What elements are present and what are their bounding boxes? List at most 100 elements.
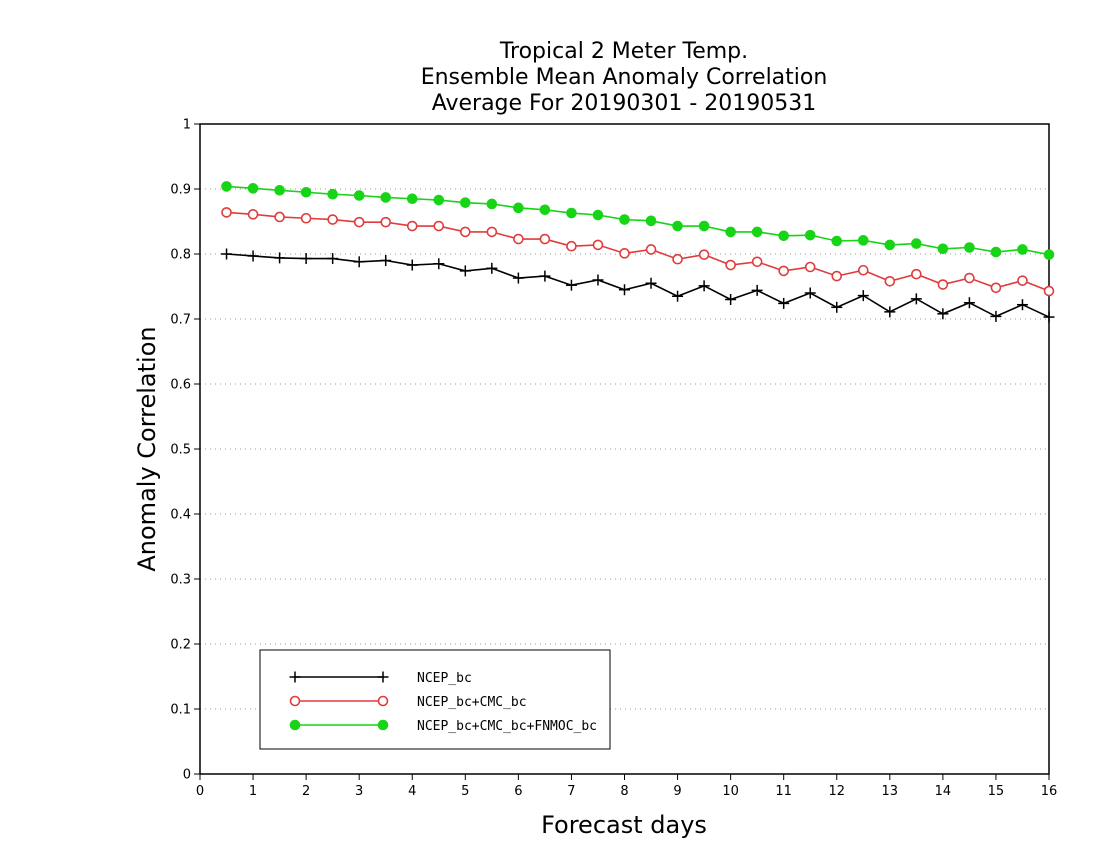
- x-tick-label: 13: [882, 784, 899, 799]
- data-point: [566, 207, 577, 219]
- legend-marker-right: [377, 719, 389, 731]
- data-point: [990, 310, 1002, 322]
- data-point: [486, 198, 498, 210]
- legend-marker-left: [289, 695, 301, 707]
- data-point: [751, 284, 763, 296]
- data-point: [619, 248, 630, 259]
- x-tick-label: 3: [355, 784, 363, 799]
- chart-title-line-2: Ensemble Mean Anomaly Correlation: [421, 65, 828, 90]
- x-tick-label: 1: [249, 784, 257, 799]
- data-point: [380, 216, 392, 228]
- data-point: [884, 306, 896, 318]
- data-point: [512, 272, 524, 284]
- grid: [200, 188, 1049, 710]
- data-point: [327, 188, 338, 200]
- data-point: [406, 220, 418, 232]
- data-point: [778, 297, 790, 309]
- data-point: [513, 202, 524, 214]
- x-tick-label: 8: [620, 784, 628, 799]
- data-point: [486, 262, 498, 274]
- data-point: [460, 226, 471, 238]
- data-point: [433, 220, 445, 232]
- data-point: [937, 243, 949, 255]
- legend: NCEP_bc NCEP_bc+CMC_bc NCEP_bc+CMC_bc+FNMO…: [259, 649, 611, 750]
- data-point: [1017, 275, 1028, 286]
- data-point: [937, 308, 949, 320]
- data-point: [963, 297, 975, 309]
- data-point: [353, 216, 365, 228]
- chart-title-line-1: Tropical 2 Meter Temp.: [499, 39, 748, 64]
- data-point: [937, 279, 949, 290]
- data-point: [672, 290, 684, 302]
- data-point: [353, 190, 365, 201]
- data-point: [645, 215, 657, 227]
- data-point: [300, 253, 312, 265]
- y-tick-label: 0: [183, 768, 191, 783]
- series-layer: [221, 181, 1055, 323]
- data-point: [433, 258, 445, 270]
- data-point: [592, 274, 604, 286]
- data-point: [221, 207, 232, 218]
- x-tick-label: 9: [673, 784, 681, 799]
- x-tick-label: 14: [935, 784, 952, 799]
- data-point: [1043, 311, 1055, 323]
- data-point: [990, 246, 1002, 258]
- data-point: [274, 252, 286, 264]
- series-line: [226, 253, 1050, 318]
- data-point: [910, 293, 922, 305]
- data-point: [1016, 299, 1028, 311]
- data-point: [751, 226, 763, 238]
- y-tick-label: 0.9: [170, 183, 191, 198]
- x-tick-label: 0: [196, 784, 204, 799]
- data-point: [221, 181, 232, 192]
- series-line: [226, 211, 1050, 292]
- data-point: [911, 268, 922, 280]
- x-tick-label: 2: [302, 784, 310, 799]
- data-point: [1043, 285, 1055, 297]
- data-point: [221, 248, 233, 260]
- data-point: [327, 214, 338, 225]
- data-point: [857, 264, 869, 276]
- series-1: [221, 248, 1055, 323]
- data-point: [1017, 244, 1028, 255]
- data-point: [698, 280, 710, 292]
- data-point: [778, 265, 789, 277]
- data-point: [300, 186, 312, 198]
- data-point: [778, 230, 789, 242]
- data-point: [645, 277, 657, 289]
- data-point: [804, 229, 816, 241]
- data-point: [964, 272, 975, 284]
- data-point: [592, 239, 604, 251]
- data-point: [406, 259, 418, 271]
- data-point: [911, 238, 922, 249]
- legend-marker-left: [289, 671, 301, 683]
- data-point: [1043, 249, 1055, 260]
- chart-title-line-3: Average For 20190301 - 20190531: [432, 91, 817, 116]
- y-tick-label: 0.2: [170, 638, 191, 653]
- legend-entry-1: NCEP_bc: [289, 671, 472, 686]
- legend-box: [259, 649, 611, 750]
- data-point: [539, 204, 551, 216]
- data-point: [725, 259, 736, 271]
- data-point: [486, 226, 498, 238]
- legend-marker-right: [377, 671, 389, 683]
- axis-ticks: 00.10.20.30.40.50.60.70.80.910 1 2 3 4 5 6 7 8 9 1…: [170, 118, 1057, 800]
- data-point: [539, 233, 551, 245]
- data-point: [592, 209, 604, 221]
- data-point: [247, 183, 259, 194]
- x-tick-label: 6: [514, 784, 522, 799]
- legend-entry-2: NCEP_bc+CMC_bc: [289, 695, 527, 710]
- data-point: [406, 193, 418, 205]
- legend-label: NCEP_bc+CMC_bc+FNMOC_bc: [417, 719, 597, 734]
- data-point: [619, 284, 630, 296]
- data-point: [645, 244, 657, 255]
- legend-marker-right: [377, 695, 389, 707]
- legend-marker-left: [289, 719, 301, 731]
- x-tick-label: 10: [722, 784, 739, 799]
- y-tick-label: 0.8: [170, 248, 191, 263]
- plot-frame: [199, 123, 1050, 775]
- legend-label: NCEP_bc+CMC_bc: [417, 695, 527, 710]
- data-point: [566, 240, 577, 252]
- data-point: [247, 209, 259, 220]
